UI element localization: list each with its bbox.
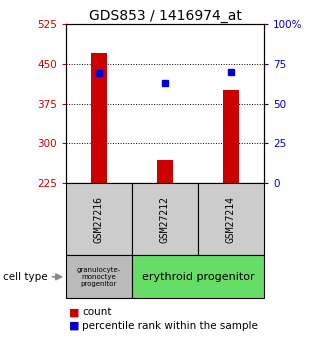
Bar (198, 183, 264, 255)
Bar (223, 90, 239, 183)
Bar (66, 183, 132, 255)
Text: granulocyte-
monoctye
progenitor: granulocyte- monoctye progenitor (77, 267, 121, 287)
Bar (132, 255, 264, 298)
Bar (157, 160, 173, 183)
Text: count: count (82, 307, 112, 317)
Bar (66, 255, 132, 298)
Text: cell type: cell type (3, 272, 48, 282)
Text: ■: ■ (69, 321, 80, 331)
Text: GSM27214: GSM27214 (226, 196, 236, 243)
Title: GDS853 / 1416974_at: GDS853 / 1416974_at (88, 9, 242, 23)
Text: ■: ■ (69, 307, 80, 317)
Bar (132, 183, 198, 255)
Text: percentile rank within the sample: percentile rank within the sample (82, 321, 258, 331)
Text: GSM27216: GSM27216 (94, 196, 104, 243)
Text: GSM27212: GSM27212 (160, 196, 170, 243)
Text: erythroid progenitor: erythroid progenitor (142, 272, 254, 282)
Bar (91, 53, 107, 183)
